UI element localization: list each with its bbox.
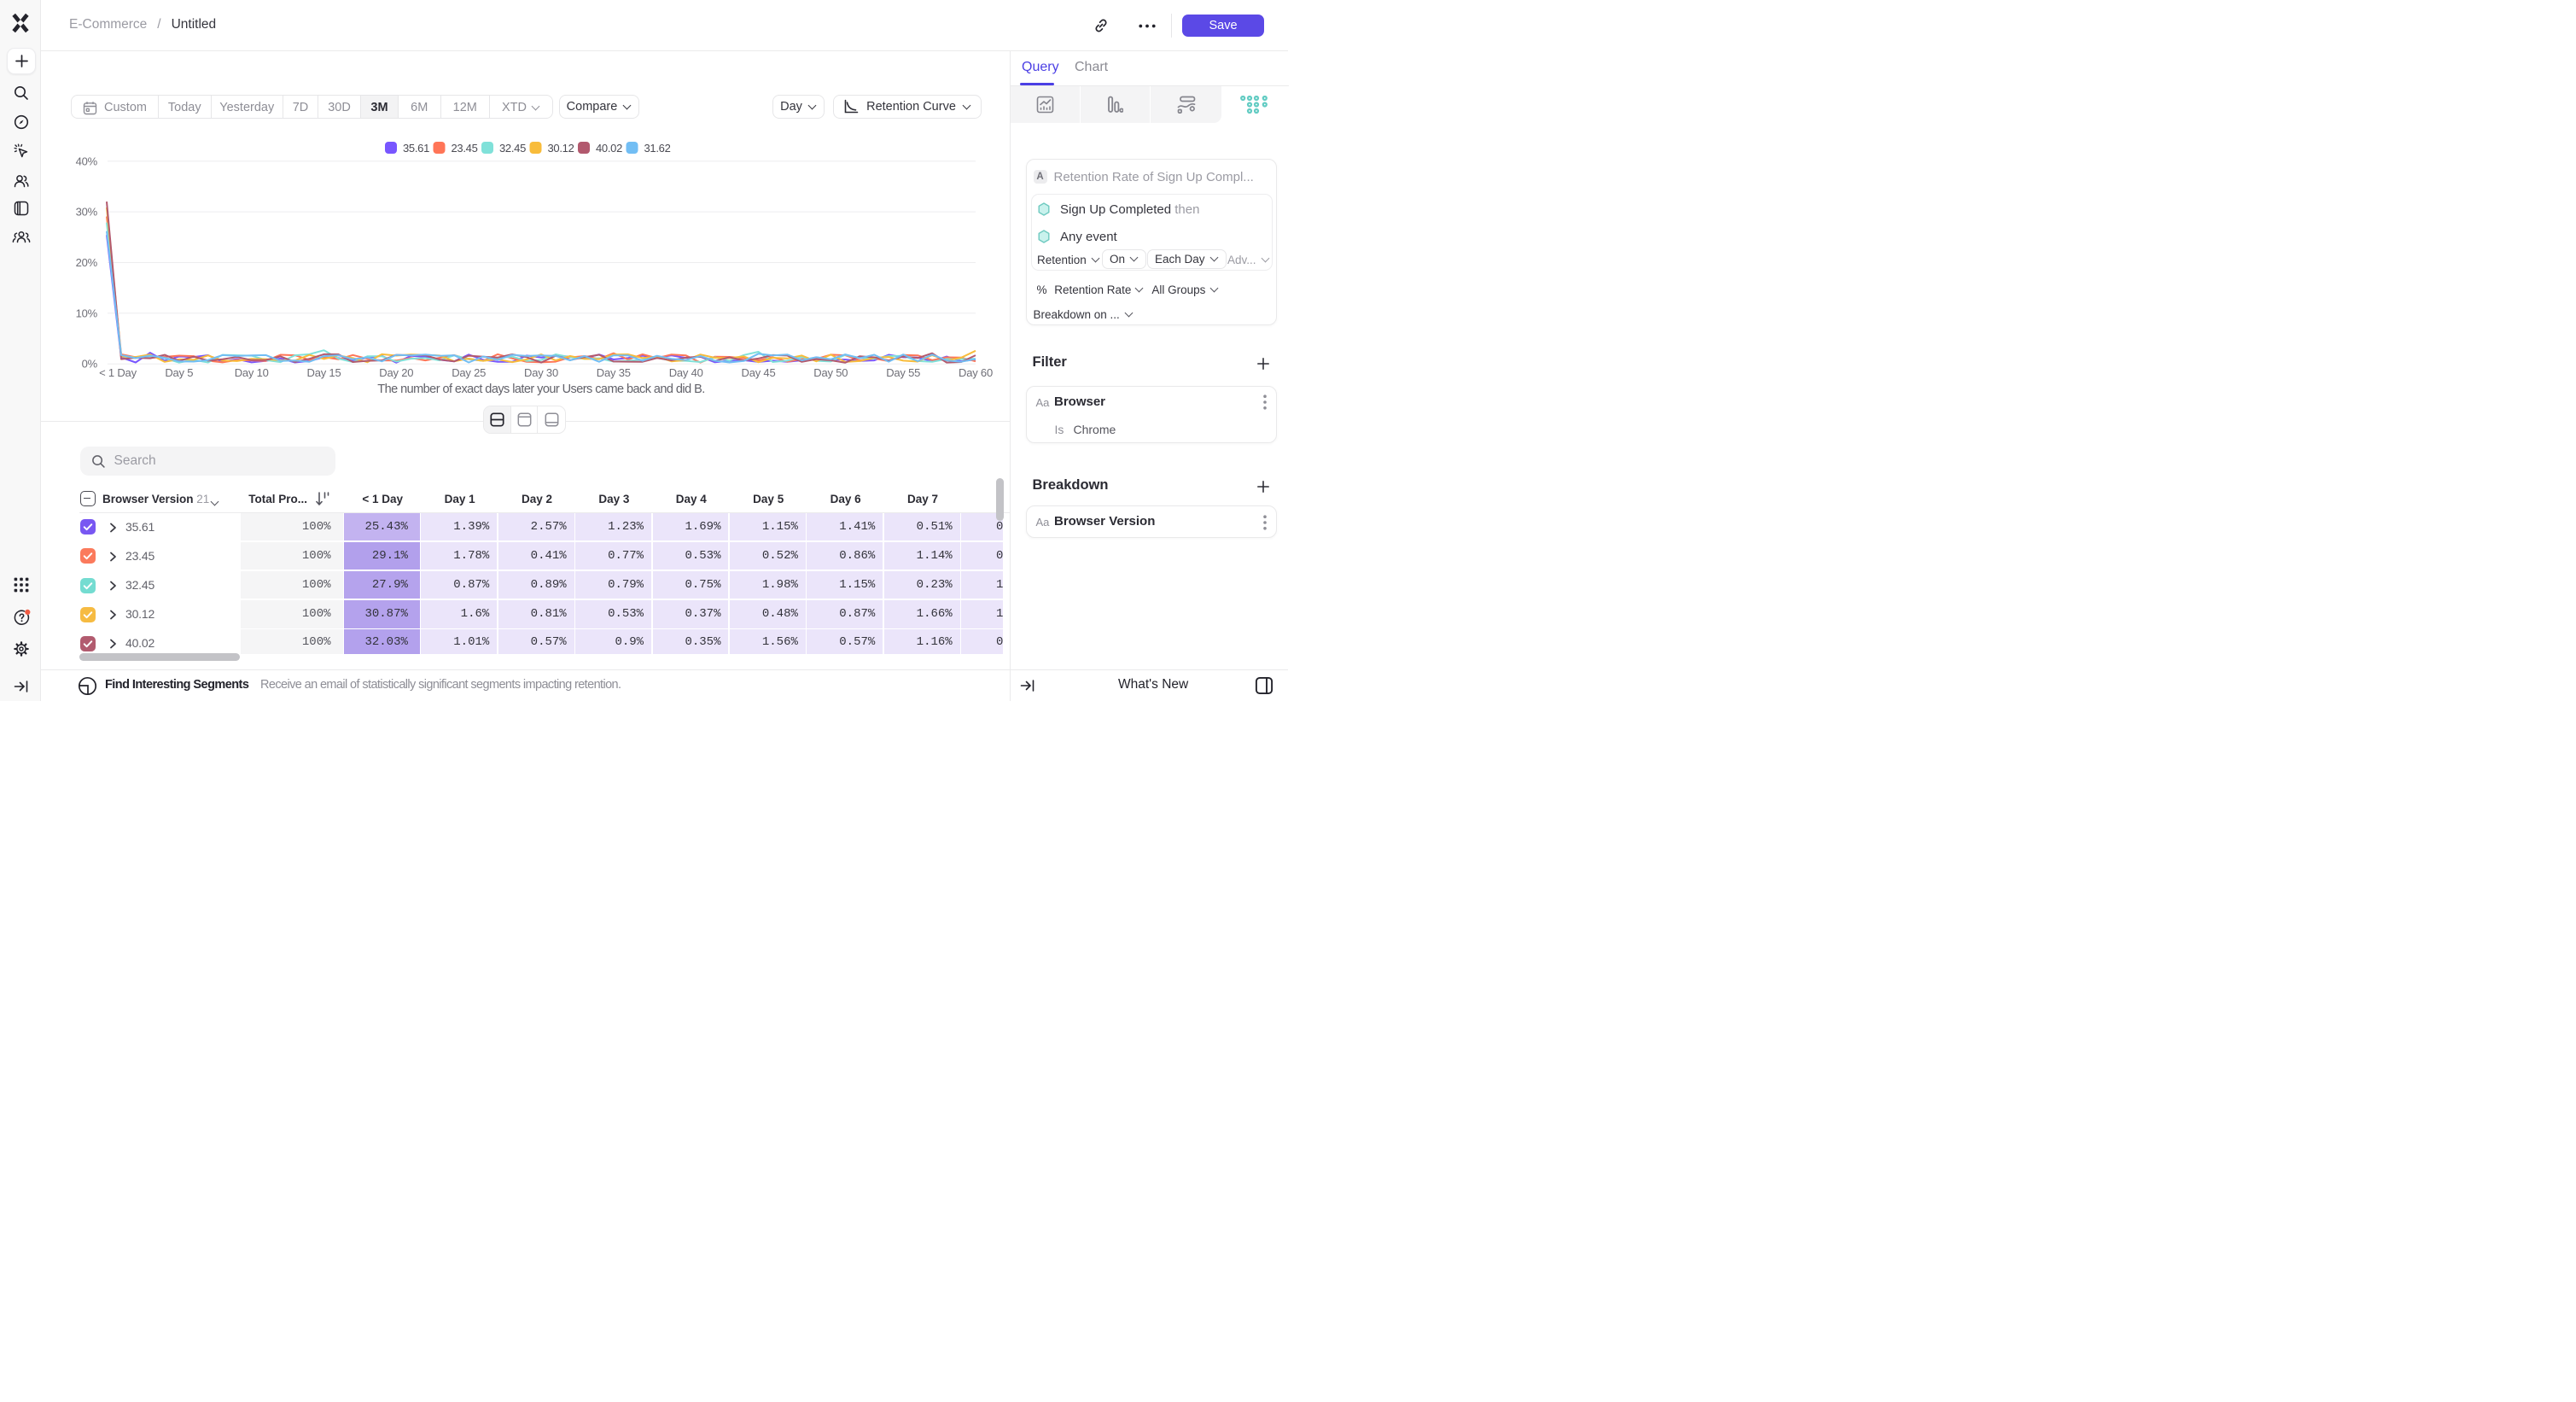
svg-text:Day 10: Day 10 [235,366,269,379]
svg-text:40%: 40% [76,155,98,167]
svg-text:20%: 20% [76,256,98,269]
svg-text:35.61: 35.61 [403,142,429,155]
svg-text:10%: 10% [76,307,98,319]
svg-text:Day 60: Day 60 [959,366,993,379]
svg-text:Day 30: Day 30 [524,366,558,379]
svg-text:< 1 Day: < 1 Day [99,366,137,379]
svg-text:Day 45: Day 45 [742,366,776,379]
svg-text:Day 55: Day 55 [886,366,920,379]
svg-text:0%: 0% [82,358,98,371]
svg-text:Day 40: Day 40 [669,366,703,379]
svg-text:30%: 30% [76,206,98,219]
svg-text:The number of exact days later: The number of exact days later your User… [377,383,704,396]
svg-text:Day 50: Day 50 [813,366,848,379]
svg-text:Day 20: Day 20 [379,366,413,379]
svg-text:23.45: 23.45 [452,142,478,155]
svg-text:30.12: 30.12 [548,142,574,155]
svg-text:Day 15: Day 15 [307,366,341,379]
svg-text:Day 35: Day 35 [597,366,631,379]
svg-text:32.45: 32.45 [499,142,526,155]
svg-text:31.62: 31.62 [644,142,671,155]
svg-text:40.02: 40.02 [596,142,622,155]
svg-text:Day 25: Day 25 [452,366,486,379]
svg-text:Day 5: Day 5 [165,366,193,379]
